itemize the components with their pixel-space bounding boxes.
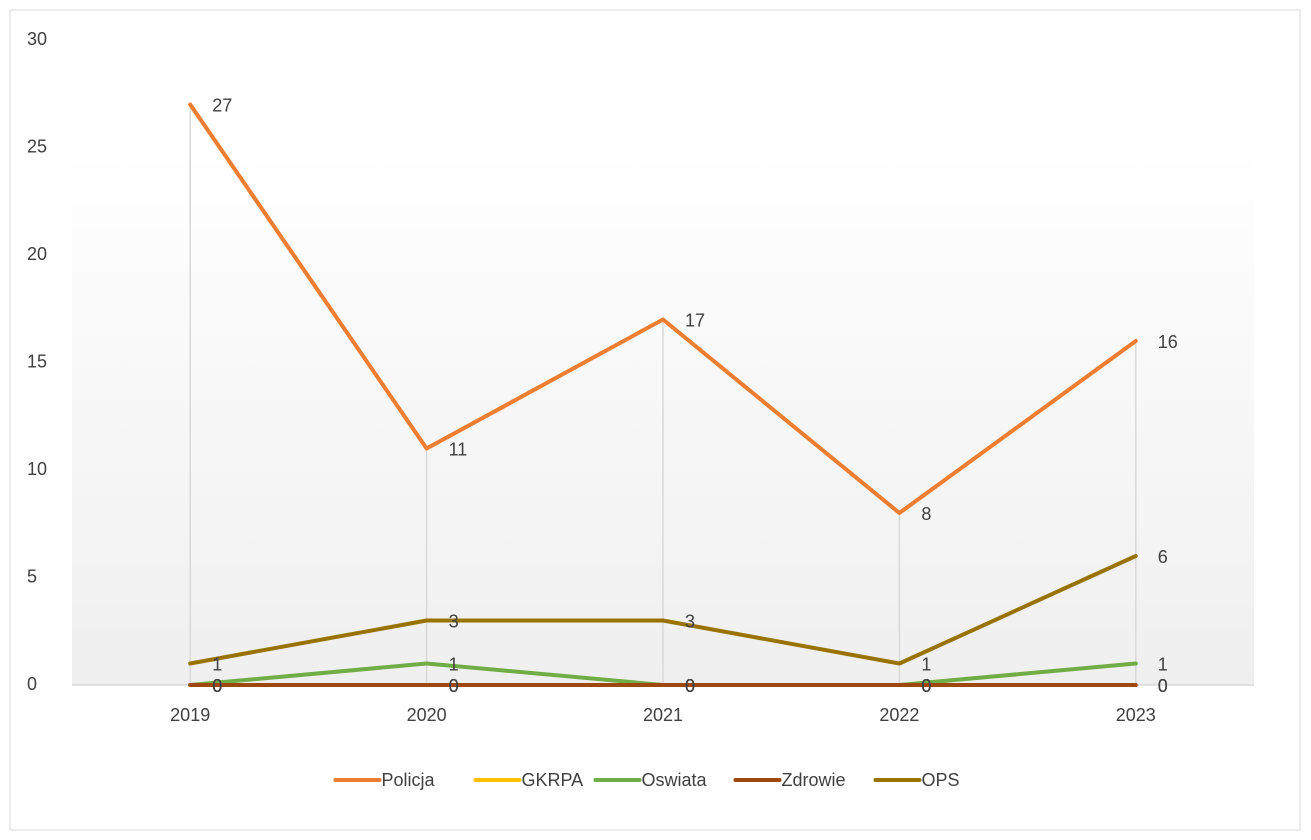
data-label: 0 [921,676,931,696]
y-tick-label: 30 [27,29,47,49]
data-label: 1 [921,654,931,674]
x-tick-label: 2019 [170,705,210,725]
data-label: 0 [685,676,695,696]
data-label: 0 [449,676,459,696]
data-label: 0 [921,676,931,696]
data-label: 0 [212,676,222,696]
data-label: 0 [685,676,695,696]
data-label: 0 [212,676,222,696]
data-label: 0 [1158,676,1168,696]
legend-label: Policja [382,770,436,790]
data-label: 0 [212,676,222,696]
series-line [188,554,1138,666]
y-tick-label: 10 [27,459,47,479]
x-tick-label: 2020 [407,705,447,725]
legend-label: GKRPA [522,770,584,790]
y-tick-label: 0 [27,674,37,694]
x-tick-label: 2021 [643,705,683,725]
data-label: 3 [449,611,459,631]
data-label: 6 [1158,547,1168,567]
data-label: 17 [685,310,705,330]
y-tick-label: 20 [27,244,47,264]
data-label: 8 [921,504,931,524]
y-tick-label: 15 [27,351,47,371]
x-tick-label: 2023 [1116,705,1156,725]
legend-label: OPS [922,770,960,790]
data-label: 0 [449,676,459,696]
data-label: 0 [921,676,931,696]
legend-label: Oswiata [642,770,708,790]
series-line [188,102,1138,515]
x-tick-label: 2022 [879,705,919,725]
data-label: 1 [1158,654,1168,674]
y-tick-label: 25 [27,136,47,156]
data-label: 3 [685,611,695,631]
data-label: 16 [1158,332,1178,352]
legend-label: Zdrowie [782,770,846,790]
data-label: 0 [1158,676,1168,696]
data-label: 0 [685,676,695,696]
data-label: 11 [449,439,468,459]
y-tick-label: 5 [27,566,37,586]
data-label: 1 [449,654,459,674]
data-label: 1 [212,654,222,674]
data-label: 27 [212,95,232,115]
